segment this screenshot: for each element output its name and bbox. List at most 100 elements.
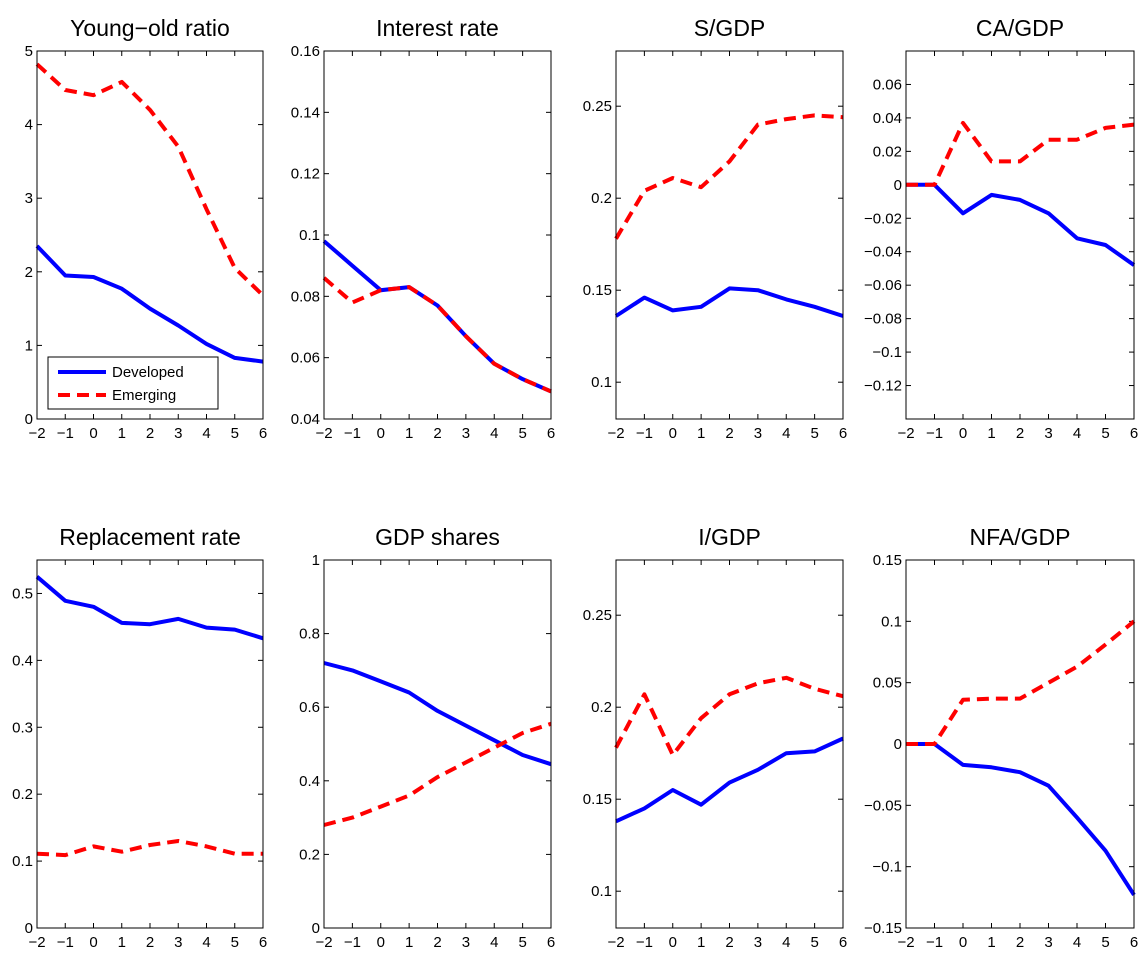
axes-frame bbox=[615, 559, 844, 929]
y-tick-label: 5 bbox=[25, 43, 33, 60]
x-tick-label: 5 bbox=[810, 425, 818, 442]
y-tick-label: 0.1 bbox=[591, 883, 612, 900]
x-tick-label: 3 bbox=[754, 425, 762, 442]
series-line-developed bbox=[35, 575, 264, 641]
y-tick-label: −0.02 bbox=[864, 210, 902, 227]
y-tick-label: 0.2 bbox=[299, 846, 320, 863]
x-tick-label: 4 bbox=[202, 934, 210, 951]
x-tick-label: 6 bbox=[1130, 934, 1138, 951]
x-tick-label: 1 bbox=[987, 934, 995, 951]
x-tick-label: 2 bbox=[146, 425, 154, 442]
chart-title: Interest rate bbox=[376, 15, 499, 41]
y-tick-label: 0.08 bbox=[291, 288, 320, 305]
chart-title: Replacement rate bbox=[59, 524, 241, 550]
x-tick-label: 0 bbox=[669, 934, 677, 951]
y-tick-label: 0.16 bbox=[291, 43, 320, 60]
x-tick-label: 2 bbox=[146, 934, 154, 951]
series-line-developed bbox=[906, 182, 1136, 267]
x-tick-label: −1 bbox=[926, 425, 943, 442]
x-tick-label: 4 bbox=[782, 425, 790, 442]
x-tick-label: 5 bbox=[1101, 425, 1109, 442]
x-tick-label: 6 bbox=[547, 934, 555, 951]
chart-title: Young−old ratio bbox=[70, 15, 230, 41]
x-tick-label: 2 bbox=[725, 425, 733, 442]
axes-frame bbox=[905, 559, 1135, 929]
x-tick-label: 1 bbox=[405, 425, 413, 442]
y-tick-label: −0.08 bbox=[864, 311, 902, 328]
chart-panel-3: S/GDP 0.1 0.15 0.2 0.25 −2 −1 0 1 2 3 4 5 6 bbox=[583, 15, 847, 442]
x-tick-label: 3 bbox=[174, 934, 182, 951]
series-line-developed bbox=[615, 736, 844, 824]
x-tick-label: −2 bbox=[607, 934, 624, 951]
y-tick-label: 0.1 bbox=[299, 227, 320, 244]
y-tick-label: 0.15 bbox=[583, 791, 612, 808]
y-tick-label: −0.15 bbox=[864, 920, 902, 937]
y-tick-label: 0.06 bbox=[873, 76, 902, 93]
y-tick-label: 0.4 bbox=[12, 652, 33, 669]
y-tick-label: 0 bbox=[894, 177, 902, 194]
series-line-developed bbox=[614, 286, 844, 318]
y-tick-label: −0.04 bbox=[864, 244, 902, 261]
y-tick-label: 0.02 bbox=[873, 143, 902, 160]
x-tick-label: −2 bbox=[315, 934, 332, 951]
x-tick-label: 2 bbox=[725, 934, 733, 951]
x-tick-label: 5 bbox=[518, 425, 526, 442]
x-tick-label: −2 bbox=[897, 425, 914, 442]
x-tick-label: 0 bbox=[377, 934, 385, 951]
x-tick-label: 3 bbox=[1044, 425, 1052, 442]
y-tick-label: 0.1 bbox=[12, 853, 33, 870]
chart-panel-8: NFA/GDP −0.15 −0.1 −0.05 0 0.05 0.1 0.15 −2 −1 0 1 2… bbox=[864, 524, 1138, 951]
y-tick-label: 0.8 bbox=[299, 626, 320, 643]
chart-title: CA/GDP bbox=[976, 15, 1064, 41]
axes-frame bbox=[323, 559, 552, 929]
y-tick-label: 0.5 bbox=[12, 585, 33, 602]
x-tick-label: 3 bbox=[462, 425, 470, 442]
x-tick-label: −1 bbox=[344, 934, 361, 951]
y-tick-label: 0.15 bbox=[873, 552, 902, 569]
x-tick-label: 4 bbox=[1073, 425, 1081, 442]
series-line-emerging bbox=[906, 120, 1135, 187]
series-line-emerging bbox=[614, 113, 844, 240]
x-tick-label: 5 bbox=[518, 934, 526, 951]
x-tick-label: 6 bbox=[259, 934, 267, 951]
x-tick-label: 4 bbox=[202, 425, 210, 442]
y-tick-label: 0.2 bbox=[591, 699, 612, 716]
x-tick-label: 6 bbox=[1130, 425, 1138, 442]
y-tick-label: 0.06 bbox=[291, 350, 320, 367]
y-tick-label: 0.4 bbox=[299, 773, 320, 790]
x-tick-label: 1 bbox=[118, 934, 126, 951]
x-tick-label: 0 bbox=[89, 934, 97, 951]
axes-frame bbox=[905, 50, 1135, 420]
chart-panel-1: Young−old ratio 0 1 2 3 4 5 −2 −1 0 1 2 3 4 5 6 Develope… bbox=[25, 15, 268, 442]
axes-frame bbox=[36, 559, 264, 929]
series-line-emerging bbox=[322, 276, 552, 394]
y-tick-label: 0.05 bbox=[873, 675, 902, 692]
x-tick-label: 3 bbox=[462, 934, 470, 951]
y-tick-label: 0.1 bbox=[881, 613, 902, 630]
x-tick-label: −2 bbox=[607, 425, 624, 442]
series-line-developed bbox=[323, 661, 552, 767]
y-tick-label: 2 bbox=[25, 264, 33, 281]
y-tick-label: −0.06 bbox=[864, 277, 902, 294]
x-tick-label: −1 bbox=[57, 425, 74, 442]
x-tick-label: 0 bbox=[89, 425, 97, 442]
y-tick-label: 0.12 bbox=[291, 166, 320, 183]
x-tick-label: −1 bbox=[636, 425, 653, 442]
x-tick-label: −1 bbox=[636, 934, 653, 951]
y-tick-label: 0 bbox=[894, 736, 902, 753]
x-tick-label: 5 bbox=[810, 934, 818, 951]
x-tick-label: 5 bbox=[231, 425, 239, 442]
chart-panel-4: CA/GDP −0.12 −0.1 −0.08 −0.06 −0.04 −0.02 0 0.02… bbox=[864, 15, 1138, 442]
x-tick-label: 0 bbox=[377, 425, 385, 442]
x-tick-label: −1 bbox=[344, 425, 361, 442]
y-tick-label: −0.1 bbox=[872, 344, 902, 361]
series-line-emerging bbox=[35, 62, 265, 297]
chart-title: I/GDP bbox=[698, 524, 761, 550]
y-tick-label: 1 bbox=[312, 552, 320, 569]
x-tick-label: 5 bbox=[1101, 934, 1109, 951]
chart-panel-6: GDP shares 0 0.2 0.4 0.6 0.8 1 −2 −1 0 1 2 3 4 5 6 bbox=[299, 524, 555, 951]
x-tick-label: −2 bbox=[28, 425, 45, 442]
y-tick-label: 0 bbox=[25, 920, 33, 937]
y-tick-label: 3 bbox=[25, 190, 33, 207]
